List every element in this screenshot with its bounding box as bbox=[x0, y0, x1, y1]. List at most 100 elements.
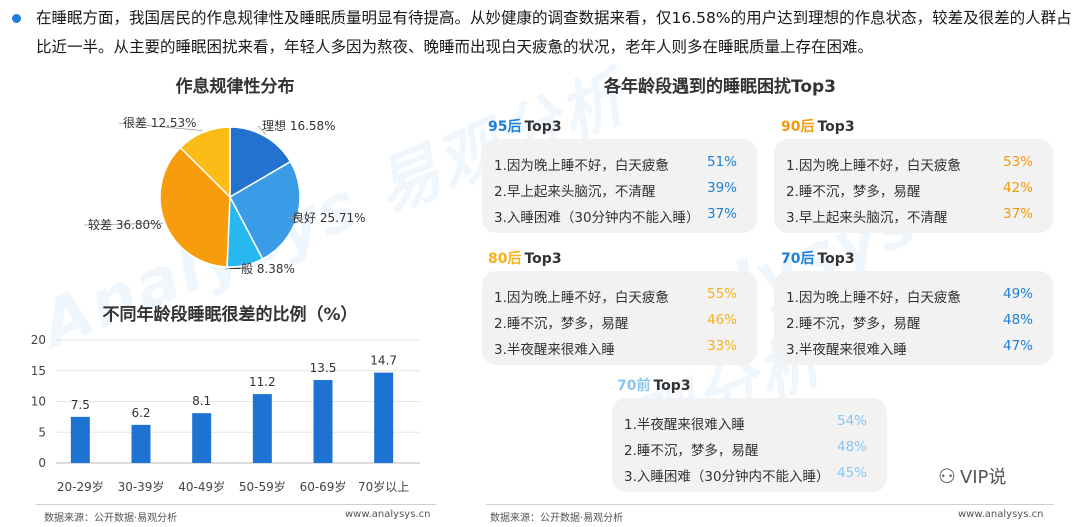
vip-logo: ⚇ VIP说 bbox=[938, 463, 1006, 489]
panel-item-text: 2.睡不沉，梦多，易醒 bbox=[786, 316, 921, 332]
sleep-issues-panel bbox=[774, 139, 1053, 233]
pie-slice bbox=[179, 126, 231, 199]
panel-year: 90后 bbox=[781, 119, 815, 135]
x-tick-label: 20-29岁 bbox=[57, 479, 104, 494]
panel-item-text: 2.睡不沉，梦多，易醒 bbox=[786, 184, 921, 200]
bar bbox=[70, 416, 90, 463]
panel-header: 95后 Top3 bbox=[488, 116, 562, 136]
y-tick-label: 0 bbox=[38, 456, 46, 470]
pie-leader-line bbox=[118, 122, 203, 131]
bar-value-label: 7.5 bbox=[71, 398, 90, 412]
panel-header: 90后 Top3 bbox=[781, 116, 855, 136]
bar-value-label: 8.1 bbox=[192, 394, 211, 408]
y-tick-label: 15 bbox=[31, 364, 46, 378]
panel-year: 80后 bbox=[488, 251, 522, 267]
panel-top3-label: Top3 bbox=[524, 119, 562, 135]
panel-item-percent: 33% bbox=[706, 338, 737, 354]
panel-header: 80后 Top3 bbox=[488, 248, 562, 268]
source-note-left: 数据来源：公开数据·易观分析 bbox=[44, 513, 178, 524]
y-tick-label: 5 bbox=[38, 425, 46, 439]
bar-chart-title: 不同年龄段睡眠很差的比例（%） bbox=[102, 305, 358, 325]
panel-year: 95后 bbox=[488, 119, 522, 135]
panel-item-text: 1.因为晚上睡不好，白天疲惫 bbox=[494, 158, 669, 174]
panel-item-text: 2.早上起来头脑沉，不清醒 bbox=[494, 184, 656, 200]
panel-item-text: 1.因为晚上睡不好，白天疲惫 bbox=[494, 290, 669, 306]
panel-item-percent: 48% bbox=[1002, 312, 1033, 328]
panel-header: 70后 Top3 bbox=[781, 248, 855, 268]
panel-item-percent: 54% bbox=[836, 413, 867, 429]
panel-item-percent: 37% bbox=[706, 206, 737, 222]
panel-year: 70后 bbox=[781, 251, 815, 267]
pie-slice-label: 一般 8.38% bbox=[229, 261, 295, 276]
x-tick-label: 60-69岁 bbox=[300, 479, 347, 494]
pie-slice-label: 较差 36.80% bbox=[88, 217, 162, 232]
pie-leader-line bbox=[224, 266, 246, 270]
pie-slice-label: 理想 16.58% bbox=[262, 118, 336, 133]
bar-chart: 0 5 10 15 20 7.5 20-29岁 6.2 30-39岁 8.1 40-49岁 11.2 5… bbox=[31, 333, 420, 494]
panel-item-text: 2.睡不沉，梦多，易醒 bbox=[494, 316, 629, 332]
pie-slice-label: 很差 12.53% bbox=[123, 116, 197, 130]
sleep-issues-panel bbox=[774, 271, 1053, 365]
panel-item-text: 3.入睡困难（30分钟内不能入睡） bbox=[494, 210, 700, 226]
pie-chart: 理想 16.58% 良好 25.71% 一般 8.38% 较差 36.80% 很差 12… bbox=[83, 116, 366, 276]
panel-item-text: 1.因为晚上睡不好，白天疲惫 bbox=[786, 158, 961, 174]
pie-slice bbox=[229, 126, 292, 199]
x-tick-label: 40-49岁 bbox=[178, 479, 225, 494]
panel-item-percent: 39% bbox=[706, 180, 737, 196]
panel-item-text: 1.因为晚上睡不好，白天疲惫 bbox=[786, 290, 961, 306]
bar-value-label: 6.2 bbox=[131, 406, 150, 420]
panel-item-percent: 47% bbox=[1002, 338, 1033, 354]
logo-text: VIP说 bbox=[959, 467, 1007, 488]
url-left: www.analysys.cn bbox=[345, 509, 431, 520]
pie-leader-line bbox=[257, 125, 267, 135]
wechat-chat-icon: ⚇ bbox=[938, 464, 956, 488]
intro-paragraph: 在睡眠方面，我国居民的作息规律性及睡眠质量明显有待提高。从妙健康的调查数据来看，… bbox=[10, 4, 1075, 62]
pie-leader-line bbox=[287, 216, 300, 219]
y-tick-label: 10 bbox=[31, 395, 46, 409]
bar bbox=[192, 413, 212, 463]
sleep-issues-panel bbox=[612, 398, 887, 492]
pie-slice bbox=[159, 146, 231, 268]
intro-text: 在睡眠方面，我国居民的作息规律性及睡眠质量明显有待提高。从妙健康的调查数据来看，… bbox=[36, 9, 1072, 56]
x-tick-label: 30-39岁 bbox=[118, 479, 165, 494]
panel-item-text: 1.半夜醒来很难入睡 bbox=[624, 417, 745, 433]
panel-top3-label: Top3 bbox=[653, 378, 691, 394]
panel-item-text: 2.睡不沉，梦多，易醒 bbox=[624, 443, 759, 459]
divider-right bbox=[486, 504, 1054, 505]
panel-item-percent: 42% bbox=[1002, 180, 1033, 196]
bar bbox=[252, 394, 272, 463]
panel-item-percent: 45% bbox=[836, 465, 867, 481]
right-panel-title: 各年龄段遇到的睡眠困扰Top3 bbox=[603, 77, 836, 97]
panel-top3-label: Top3 bbox=[817, 251, 855, 267]
bullet-dot-icon bbox=[12, 14, 21, 23]
panel-item-percent: 37% bbox=[1002, 206, 1033, 222]
y-tick-label: 20 bbox=[31, 333, 46, 347]
sleep-issues-panel bbox=[482, 139, 757, 233]
panel-item-percent: 46% bbox=[706, 312, 737, 328]
pie-leader-line bbox=[83, 222, 163, 226]
divider-left bbox=[36, 504, 436, 505]
panel-item-percent: 51% bbox=[706, 154, 737, 170]
bar bbox=[313, 379, 333, 463]
panel-item-percent: 49% bbox=[1002, 286, 1033, 302]
panel-top3-label: Top3 bbox=[817, 119, 855, 135]
bar bbox=[131, 424, 151, 463]
bar-value-label: 13.5 bbox=[310, 361, 337, 375]
sleep-issues-panel bbox=[482, 271, 757, 365]
bar bbox=[374, 372, 394, 463]
pie-chart-title: 作息规律性分布 bbox=[175, 77, 295, 97]
x-tick-label: 50-59岁 bbox=[239, 479, 286, 494]
panel-item-text: 3.入睡困难（30分钟内不能入睡） bbox=[624, 469, 830, 485]
url-right: www.analysys.cn bbox=[958, 509, 1044, 520]
panel-item-text: 3.早上起来头脑沉，不清醒 bbox=[786, 210, 948, 226]
panel-item-text: 3.半夜醒来很难入睡 bbox=[494, 342, 615, 358]
panel-header: 70前 Top3 bbox=[617, 375, 691, 395]
pie-slice-label: 良好 25.71% bbox=[292, 210, 366, 225]
source-note-right: 数据来源：公开数据·易观分析 bbox=[490, 513, 624, 524]
pie-slice bbox=[229, 160, 301, 260]
x-tick-label: 70岁以上 bbox=[358, 479, 409, 494]
panel-year: 70前 bbox=[617, 378, 651, 394]
panel-item-percent: 53% bbox=[1002, 154, 1033, 170]
bar-value-label: 11.2 bbox=[249, 375, 276, 389]
panel-item-percent: 48% bbox=[836, 439, 867, 455]
